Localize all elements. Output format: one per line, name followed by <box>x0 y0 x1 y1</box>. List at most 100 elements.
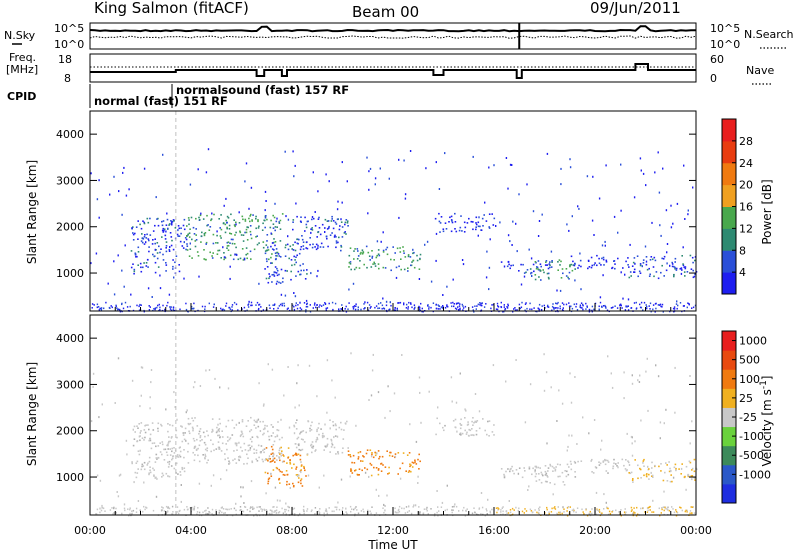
echo-cell <box>557 475 559 478</box>
echo-cell <box>511 164 513 166</box>
echo-cell <box>435 303 437 306</box>
echo-cell <box>472 424 474 426</box>
echo-cell <box>576 507 579 509</box>
echo-cell <box>278 255 281 257</box>
echo-cell <box>333 235 336 238</box>
echo-cell <box>212 252 214 254</box>
echo-cell <box>669 480 672 483</box>
echo-cell <box>168 223 171 225</box>
echo-cell <box>274 202 276 205</box>
echo-cell <box>303 269 305 272</box>
echo-cell <box>198 216 200 219</box>
echo-cell <box>560 167 562 170</box>
echo-cell <box>665 408 667 411</box>
echo-cell <box>546 475 548 477</box>
x-tick-label: 16:00 <box>478 524 510 537</box>
echo-cell <box>276 455 278 457</box>
echo-cell <box>675 303 678 305</box>
echo-cell <box>134 232 136 235</box>
echo-cell <box>454 307 457 310</box>
echo-cell <box>233 219 235 221</box>
echo-cell <box>671 263 674 265</box>
echo-cell <box>163 228 166 230</box>
echo-cell <box>409 463 411 465</box>
echo-cell <box>665 269 668 272</box>
echo-cell <box>623 464 625 467</box>
echo-cell <box>274 303 276 306</box>
echo-cell <box>359 260 361 262</box>
echo-cell <box>507 512 510 514</box>
echo-cell <box>292 482 294 485</box>
echo-cell <box>101 403 103 406</box>
echo-cell <box>140 304 142 306</box>
echo-cell <box>149 437 152 440</box>
echo-cell <box>168 507 171 510</box>
echo-cell <box>419 391 421 394</box>
echo-cell <box>226 221 228 224</box>
echo-cell <box>175 462 178 465</box>
echo-cell <box>188 432 191 435</box>
echo-cell <box>414 459 416 462</box>
echo-cell <box>384 416 386 419</box>
echo-cell <box>645 256 648 258</box>
echo-cell <box>326 359 329 362</box>
echo-cell <box>162 507 164 509</box>
echo-cell <box>414 504 417 507</box>
echo-cell <box>292 150 294 153</box>
velocity-ylabel: Slant Range [km] <box>25 362 39 466</box>
echo-cell <box>490 307 492 310</box>
echo-cell <box>586 175 589 178</box>
echo-cell <box>295 302 297 304</box>
echo-cell <box>241 513 243 515</box>
echo-cell <box>210 484 212 487</box>
echo-cell <box>679 268 682 270</box>
echo-cell <box>540 279 542 281</box>
echo-cell <box>163 448 165 451</box>
echo-cell <box>327 227 330 229</box>
echo-cell <box>472 417 474 419</box>
echo-cell <box>217 446 220 449</box>
echo-cell <box>253 424 256 426</box>
echo-cell <box>161 441 164 443</box>
echo-cell <box>126 306 129 308</box>
echo-cell <box>179 308 181 311</box>
echo-cell <box>250 233 252 236</box>
echo-cell <box>243 463 245 465</box>
echo-cell <box>217 429 220 431</box>
echo-cell <box>486 513 488 516</box>
echo-cell <box>322 304 325 306</box>
echo-cell <box>162 253 164 256</box>
echo-cell <box>185 248 187 251</box>
echo-cell <box>652 266 655 268</box>
echo-cell <box>549 465 552 467</box>
echo-cell <box>648 468 650 470</box>
echo-cell <box>581 307 583 309</box>
echo-cell <box>668 461 670 463</box>
echo-cell <box>194 454 196 456</box>
echo-cell <box>193 233 196 235</box>
echo-cell <box>571 434 573 437</box>
echo-cell <box>380 240 382 243</box>
echo-cell <box>507 187 509 190</box>
echo-cell <box>96 303 99 306</box>
echo-cell <box>620 163 622 166</box>
echo-cell <box>441 501 444 504</box>
echo-cell <box>567 276 569 279</box>
echo-cell <box>150 381 152 384</box>
echo-cell <box>191 307 193 310</box>
echo-cell <box>660 234 662 237</box>
echo-cell <box>357 250 359 252</box>
echo-cell <box>626 432 628 435</box>
echo-cell <box>660 470 662 472</box>
echo-cell <box>250 480 253 483</box>
echo-cell <box>167 227 169 230</box>
echo-cell <box>357 458 360 460</box>
echo-cell <box>220 214 222 216</box>
echo-cell <box>515 469 518 471</box>
echo-cell <box>272 214 274 217</box>
echo-cell <box>370 474 373 477</box>
echo-cell <box>410 303 412 305</box>
echo-cell <box>376 452 378 455</box>
echo-cell <box>389 301 391 304</box>
echo-cell <box>357 474 359 476</box>
